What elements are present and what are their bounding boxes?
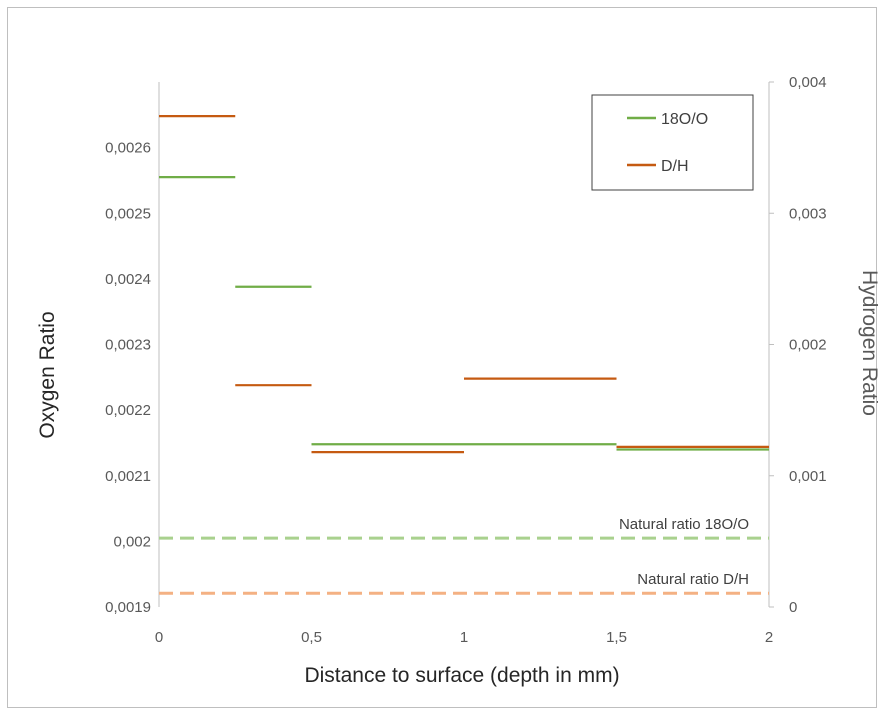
y-left-tick-label: 0,0023 (105, 337, 151, 354)
legend-entry-label: D/H (661, 158, 689, 175)
reference-line-label: Natural ratio 18O/O (619, 516, 749, 533)
legend-box (591, 94, 754, 191)
y-left-tick-label: 0,0019 (105, 599, 151, 616)
axes: 0,00190,0020,00210,00220,00230,00240,002… (105, 74, 826, 646)
y-left-tick-label: 0,0022 (105, 402, 151, 419)
x-tick-label: 1 (460, 629, 468, 646)
y-right-tick-label: 0 (789, 599, 797, 616)
x-tick-label: 2 (765, 629, 773, 646)
series-18o-o (159, 176, 769, 451)
x-axis-title: Distance to surface (depth in mm) (304, 664, 619, 687)
y-right-tick-label: 0,002 (789, 337, 827, 354)
legend: 18O/O D/H (591, 94, 754, 191)
y-left-tick-label: 0,0021 (105, 468, 151, 485)
y-axis-title-left: Oxygen Ratio (36, 311, 59, 438)
series-d-h (159, 115, 769, 454)
legend-entry-label: 18O/O (661, 111, 708, 128)
chart: 0,00190,0020,00210,00220,00230,00240,002… (36, 74, 881, 687)
reference-lines: Natural ratio 18O/O Natural ratio D/H (159, 516, 769, 595)
series-layer (159, 115, 769, 454)
y-left-tick-label: 0,002 (113, 533, 151, 550)
y-left-tick-label: 0,0025 (105, 205, 151, 222)
x-tick-label: 0 (155, 629, 163, 646)
chart-frame: 0,0019 0,002 0,0021 0,0022 0,0023 0,0024 0,002… (7, 7, 881, 708)
x-tick-label: 0,5 (301, 629, 322, 646)
y-right-tick-label: 0,001 (789, 468, 827, 485)
x-tick-label: 1,5 (606, 629, 627, 646)
y-right-tick-label: 0,003 (789, 205, 827, 222)
reference-line-label: Natural ratio D/H (637, 571, 749, 588)
y-left-tick-label: 0,0024 (105, 271, 151, 288)
y-left-tick-label: 0,0026 (105, 140, 151, 157)
y-axis-title-right: Hydrogen Ratio (858, 270, 878, 416)
y-right-tick-label: 0,004 (789, 74, 827, 91)
